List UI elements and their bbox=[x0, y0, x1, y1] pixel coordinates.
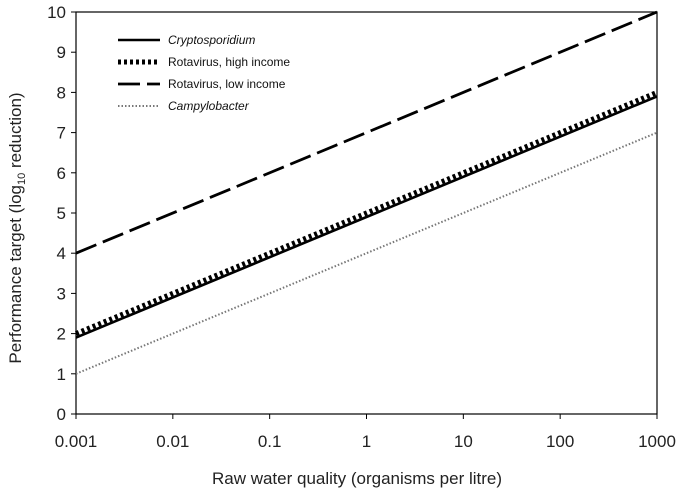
y-tick-label: 8 bbox=[57, 83, 66, 102]
x-axis-title: Raw water quality (organisms per litre) bbox=[212, 469, 502, 488]
series-line-0 bbox=[75, 95, 658, 339]
y-tick-label: 5 bbox=[57, 204, 66, 223]
y-axis-title-main: Performance target (log bbox=[6, 185, 25, 364]
x-tick-label: 0.1 bbox=[258, 432, 282, 451]
x-tick-label: 0.001 bbox=[55, 432, 98, 451]
series-line-3 bbox=[75, 131, 658, 375]
series-line-1 bbox=[75, 90, 658, 336]
x-tick-label: 100 bbox=[546, 432, 574, 451]
legend-label-0: Cryptosporidium bbox=[168, 33, 255, 47]
legend-label-2: Rotavirus, low income bbox=[168, 77, 286, 91]
y-tick-label: 7 bbox=[57, 124, 66, 143]
series-layer bbox=[75, 10, 658, 375]
y-tick-label: 6 bbox=[57, 164, 66, 183]
x-tick-label: 1 bbox=[362, 432, 371, 451]
axes: 0 1 2 3 4 5 6 7 8 9 10 0.001 0.01 0.1 1 10 100 1000 bbox=[47, 3, 676, 451]
x-tick-label: 1000 bbox=[638, 432, 676, 451]
y-tick-label: 9 bbox=[57, 43, 66, 62]
y-axis-title-end: reduction) bbox=[6, 92, 25, 172]
legend-label-3: Campylobacter bbox=[168, 99, 250, 113]
y-tick-label: 1 bbox=[57, 365, 66, 384]
y-tick-label: 0 bbox=[57, 405, 66, 424]
x-tick-label: 10 bbox=[454, 432, 473, 451]
y-axis-title: Performance target (log10 reduction) bbox=[6, 92, 28, 363]
y-axis-title-subscript: 10 bbox=[16, 173, 28, 185]
y-tick-label: 2 bbox=[57, 325, 66, 344]
y-tick-label: 3 bbox=[57, 284, 66, 303]
x-tick-label: 0.01 bbox=[156, 432, 189, 451]
legend: Cryptosporidium Rotavirus, high income Rot… bbox=[118, 33, 290, 113]
y-tick-label: 4 bbox=[57, 244, 66, 263]
legend-label-1: Rotavirus, high income bbox=[168, 55, 290, 69]
series-line-2 bbox=[75, 10, 658, 255]
y-tick-label: 10 bbox=[47, 3, 66, 22]
